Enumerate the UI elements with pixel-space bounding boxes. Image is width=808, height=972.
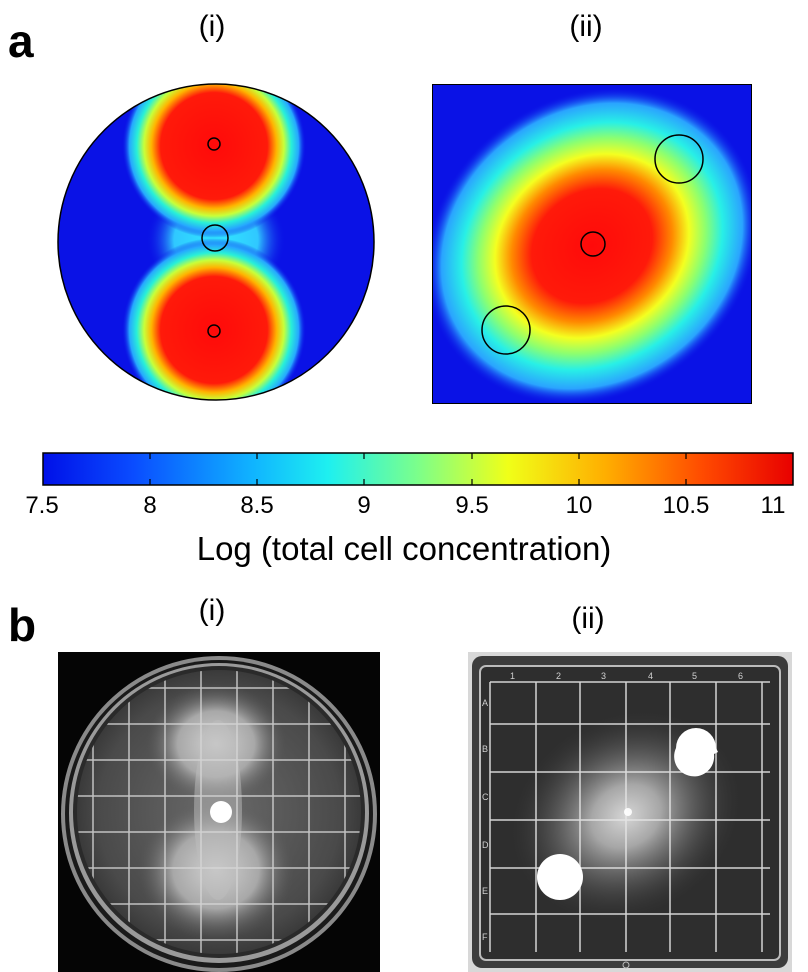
grid-row-label: B: [482, 744, 488, 754]
source-circle-bottom: [207, 324, 221, 338]
grid-col-label: 3: [601, 671, 606, 681]
grid-col-label: 1: [510, 671, 515, 681]
panel-a-i-label: (i): [198, 10, 226, 43]
grid-col-label: 4: [648, 671, 653, 681]
grid-col-label: 2: [556, 671, 561, 681]
paper-disk: [210, 801, 232, 823]
colorbar-tick: 8.5: [240, 492, 274, 519]
colorbar-tick: 10: [565, 492, 593, 519]
photo-round-plate: [58, 652, 380, 972]
source-circle-center: [580, 231, 606, 257]
colorbar-tick: 7.5: [25, 492, 59, 519]
panel-b-ii-label: (ii): [571, 602, 605, 635]
heatmap-square-dish: [432, 84, 752, 404]
probe-circle-top-right: [654, 134, 704, 184]
photo-square-plate: 1 2 3 4 5 6 A B C D E F: [468, 652, 792, 972]
heatmap-circular-dish: [57, 83, 375, 401]
paper-disk-bottom-left: [537, 854, 583, 900]
colorbar-tick: 11: [760, 492, 786, 519]
probe-circle-middle: [201, 224, 229, 252]
colorbar-label: Log (total cell concentration): [196, 530, 612, 567]
colorbar: [42, 452, 794, 486]
grid-row-label: E: [482, 886, 488, 896]
colorbar-tick: 9: [357, 492, 371, 519]
grid-row-label: F: [482, 932, 488, 942]
panel-b-i-label: (i): [198, 594, 226, 627]
paper-disk-top-right: [674, 728, 718, 777]
colorbar-tick: 8: [143, 492, 157, 519]
source-circle-top: [207, 137, 221, 151]
panel-b-letter: b: [8, 599, 37, 651]
panel-a-letter: a: [8, 15, 34, 67]
grid-row-label: A: [482, 698, 488, 708]
grid-row-label: D: [482, 840, 489, 850]
colorbar-tick: 9.5: [455, 492, 489, 519]
colorbar-tick: 10.5: [662, 492, 710, 519]
panel-a-ii-label: (ii): [569, 10, 603, 43]
grid-col-label: 6: [738, 671, 743, 681]
grid-row-label: C: [482, 792, 489, 802]
probe-circle-bottom-left: [481, 305, 531, 355]
grid-col-label: 5: [692, 671, 697, 681]
